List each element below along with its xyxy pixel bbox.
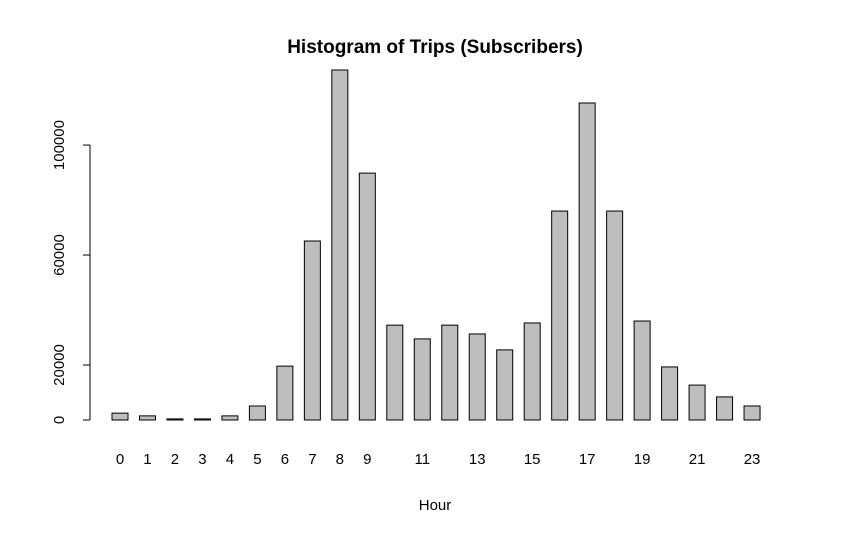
bar [496,349,514,421]
x-tick-label: 0 [116,451,124,468]
x-axis-label: Hour [419,497,452,514]
bar [166,418,184,421]
x-tick-label: 13 [469,451,486,468]
bar [138,415,156,421]
y-tick-label: 20000 [51,344,68,386]
x-tick-label: 23 [744,451,761,468]
bar [386,324,404,421]
x-tick-label: 3 [198,451,206,468]
bar [661,366,679,421]
x-tick-label: 19 [634,451,651,468]
x-tick-label: 1 [143,451,151,468]
bar [413,338,431,421]
bar [468,333,486,421]
x-tick-label: 15 [524,451,541,468]
y-tick-label: 60000 [51,234,68,276]
bar [111,412,129,421]
bar [716,396,734,421]
bar [523,322,541,421]
bar [248,405,266,421]
bar [303,240,321,421]
x-tick-label: 2 [171,451,179,468]
bar [331,69,349,421]
bar [221,415,239,421]
x-tick-label: 11 [414,451,430,468]
x-tick-label: 9 [363,451,371,468]
x-tick-label: 4 [226,451,234,468]
x-tick-label: 6 [281,451,289,468]
x-tick-label: 8 [336,451,344,468]
y-tick-label: 100000 [51,120,68,170]
bar [441,324,459,421]
bar [688,384,706,421]
bar [358,172,376,421]
x-tick-label: 17 [579,451,596,468]
bar [193,418,211,421]
x-tick-label: 21 [689,451,706,468]
bar [578,102,596,421]
x-tick-label: 7 [308,451,316,468]
chart-title: Histogram of Trips (Subscribers) [287,37,583,58]
bar [551,210,569,421]
bar [276,365,294,421]
bar [606,210,624,421]
x-tick-label: 5 [253,451,261,468]
bar [743,405,761,421]
bar [633,320,651,421]
y-tick-label: 0 [51,416,68,424]
